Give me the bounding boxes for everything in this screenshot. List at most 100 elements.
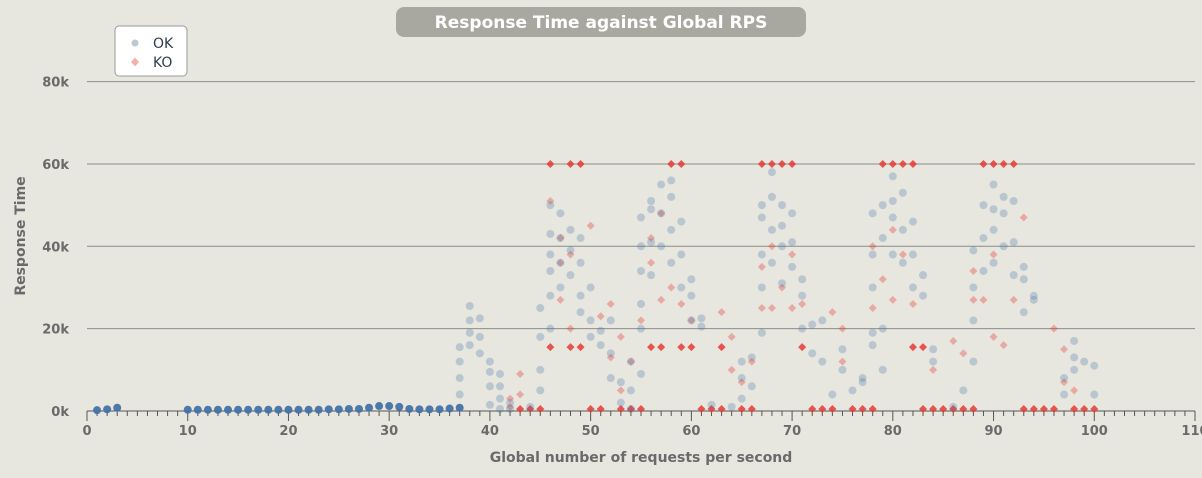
ok-point — [606, 316, 615, 325]
ko-point — [798, 343, 807, 352]
ko-point — [526, 404, 535, 413]
ok-point — [445, 404, 454, 413]
ok-point — [767, 192, 776, 201]
ok-point — [989, 258, 998, 267]
ok-point — [858, 378, 867, 387]
ko-point — [596, 312, 605, 321]
ok-point — [999, 192, 1008, 201]
ok-point — [244, 405, 253, 414]
ok-point — [908, 250, 917, 259]
ko-point — [667, 159, 676, 168]
ko-point — [1009, 295, 1018, 304]
ko-point — [1070, 386, 1079, 395]
ok-point — [626, 404, 635, 413]
y-tick-label: 0k — [51, 405, 69, 420]
ko-point — [888, 225, 897, 234]
ok-series — [93, 168, 1099, 415]
ok-point — [677, 217, 686, 226]
ok-point — [465, 316, 474, 325]
ok-point — [475, 332, 484, 341]
ok-point — [304, 405, 313, 414]
ko-point — [868, 304, 877, 313]
ok-point — [314, 405, 323, 414]
ok-point — [1009, 238, 1018, 247]
ok-point — [113, 403, 122, 412]
ok-point — [546, 201, 555, 210]
ok-point — [576, 291, 585, 300]
ok-point — [586, 332, 595, 341]
ok-point — [667, 176, 676, 185]
ko-point — [929, 404, 938, 413]
ok-point — [818, 316, 827, 325]
legend-box — [114, 25, 188, 77]
ok-point — [415, 405, 424, 414]
ok-point — [546, 324, 555, 333]
ok-point — [637, 242, 645, 251]
ok-point — [657, 242, 666, 251]
ok-point — [324, 405, 333, 414]
ko-point — [828, 308, 837, 317]
ok-point — [1029, 295, 1038, 304]
ok-point — [576, 258, 585, 267]
ok-point — [878, 201, 887, 210]
ok-point — [93, 406, 102, 415]
ok-point — [788, 238, 797, 247]
ko-point — [707, 404, 716, 413]
x-axis-title: Global number of requests per second — [490, 450, 793, 466]
ok-point — [788, 262, 797, 271]
ok-point — [264, 405, 273, 414]
ok-point — [778, 242, 787, 251]
ok-point — [546, 229, 555, 238]
y-tick-label: 20k — [42, 323, 69, 338]
chart-title-text: Response Time against Global RPS — [435, 13, 768, 33]
ok-point — [989, 180, 998, 189]
ok-point — [767, 258, 776, 267]
ok-point — [536, 332, 545, 341]
ok-point — [586, 316, 595, 325]
ko-point — [657, 209, 666, 218]
ko-point — [1080, 404, 1089, 413]
ok-point — [203, 405, 212, 414]
ko-point — [949, 337, 958, 345]
ok-point — [808, 320, 817, 329]
legend-ok-label[interactable]: OK — [153, 36, 174, 52]
ok-point — [455, 374, 464, 383]
ko-point — [697, 404, 706, 413]
ok-point — [385, 402, 394, 411]
ko-point — [556, 295, 565, 304]
ok-point — [697, 314, 706, 323]
ok-point — [1019, 262, 1028, 271]
ok-point — [546, 250, 555, 259]
chart-legend[interactable]: OK KO — [114, 25, 188, 77]
ko-point — [637, 404, 645, 413]
ko-point — [637, 316, 645, 325]
ko-point — [677, 343, 686, 352]
ko-point — [989, 159, 998, 168]
ko-point — [516, 404, 525, 413]
ko-point — [737, 404, 746, 413]
ko-point — [1070, 404, 1079, 413]
ok-point — [395, 402, 404, 411]
ok-point — [707, 400, 716, 409]
ok-point — [1090, 390, 1099, 399]
ok-point — [969, 357, 978, 366]
ok-point — [969, 246, 978, 255]
ok-point — [284, 405, 293, 414]
ok-point — [637, 267, 645, 275]
legend-ko-label[interactable]: KO — [153, 55, 172, 71]
ko-point — [657, 343, 666, 352]
ok-point — [878, 365, 887, 374]
x-tick-label: 90 — [984, 424, 1002, 439]
ok-point — [213, 405, 222, 414]
ok-point — [868, 328, 877, 337]
ok-point — [1070, 353, 1079, 362]
ko-point — [566, 159, 575, 168]
ok-point — [455, 343, 464, 352]
ko-point — [586, 221, 595, 230]
ok-point — [566, 271, 575, 280]
ko-point — [788, 304, 797, 313]
ok-point — [888, 172, 897, 181]
ok-point — [757, 283, 766, 292]
ok-point — [495, 404, 504, 413]
